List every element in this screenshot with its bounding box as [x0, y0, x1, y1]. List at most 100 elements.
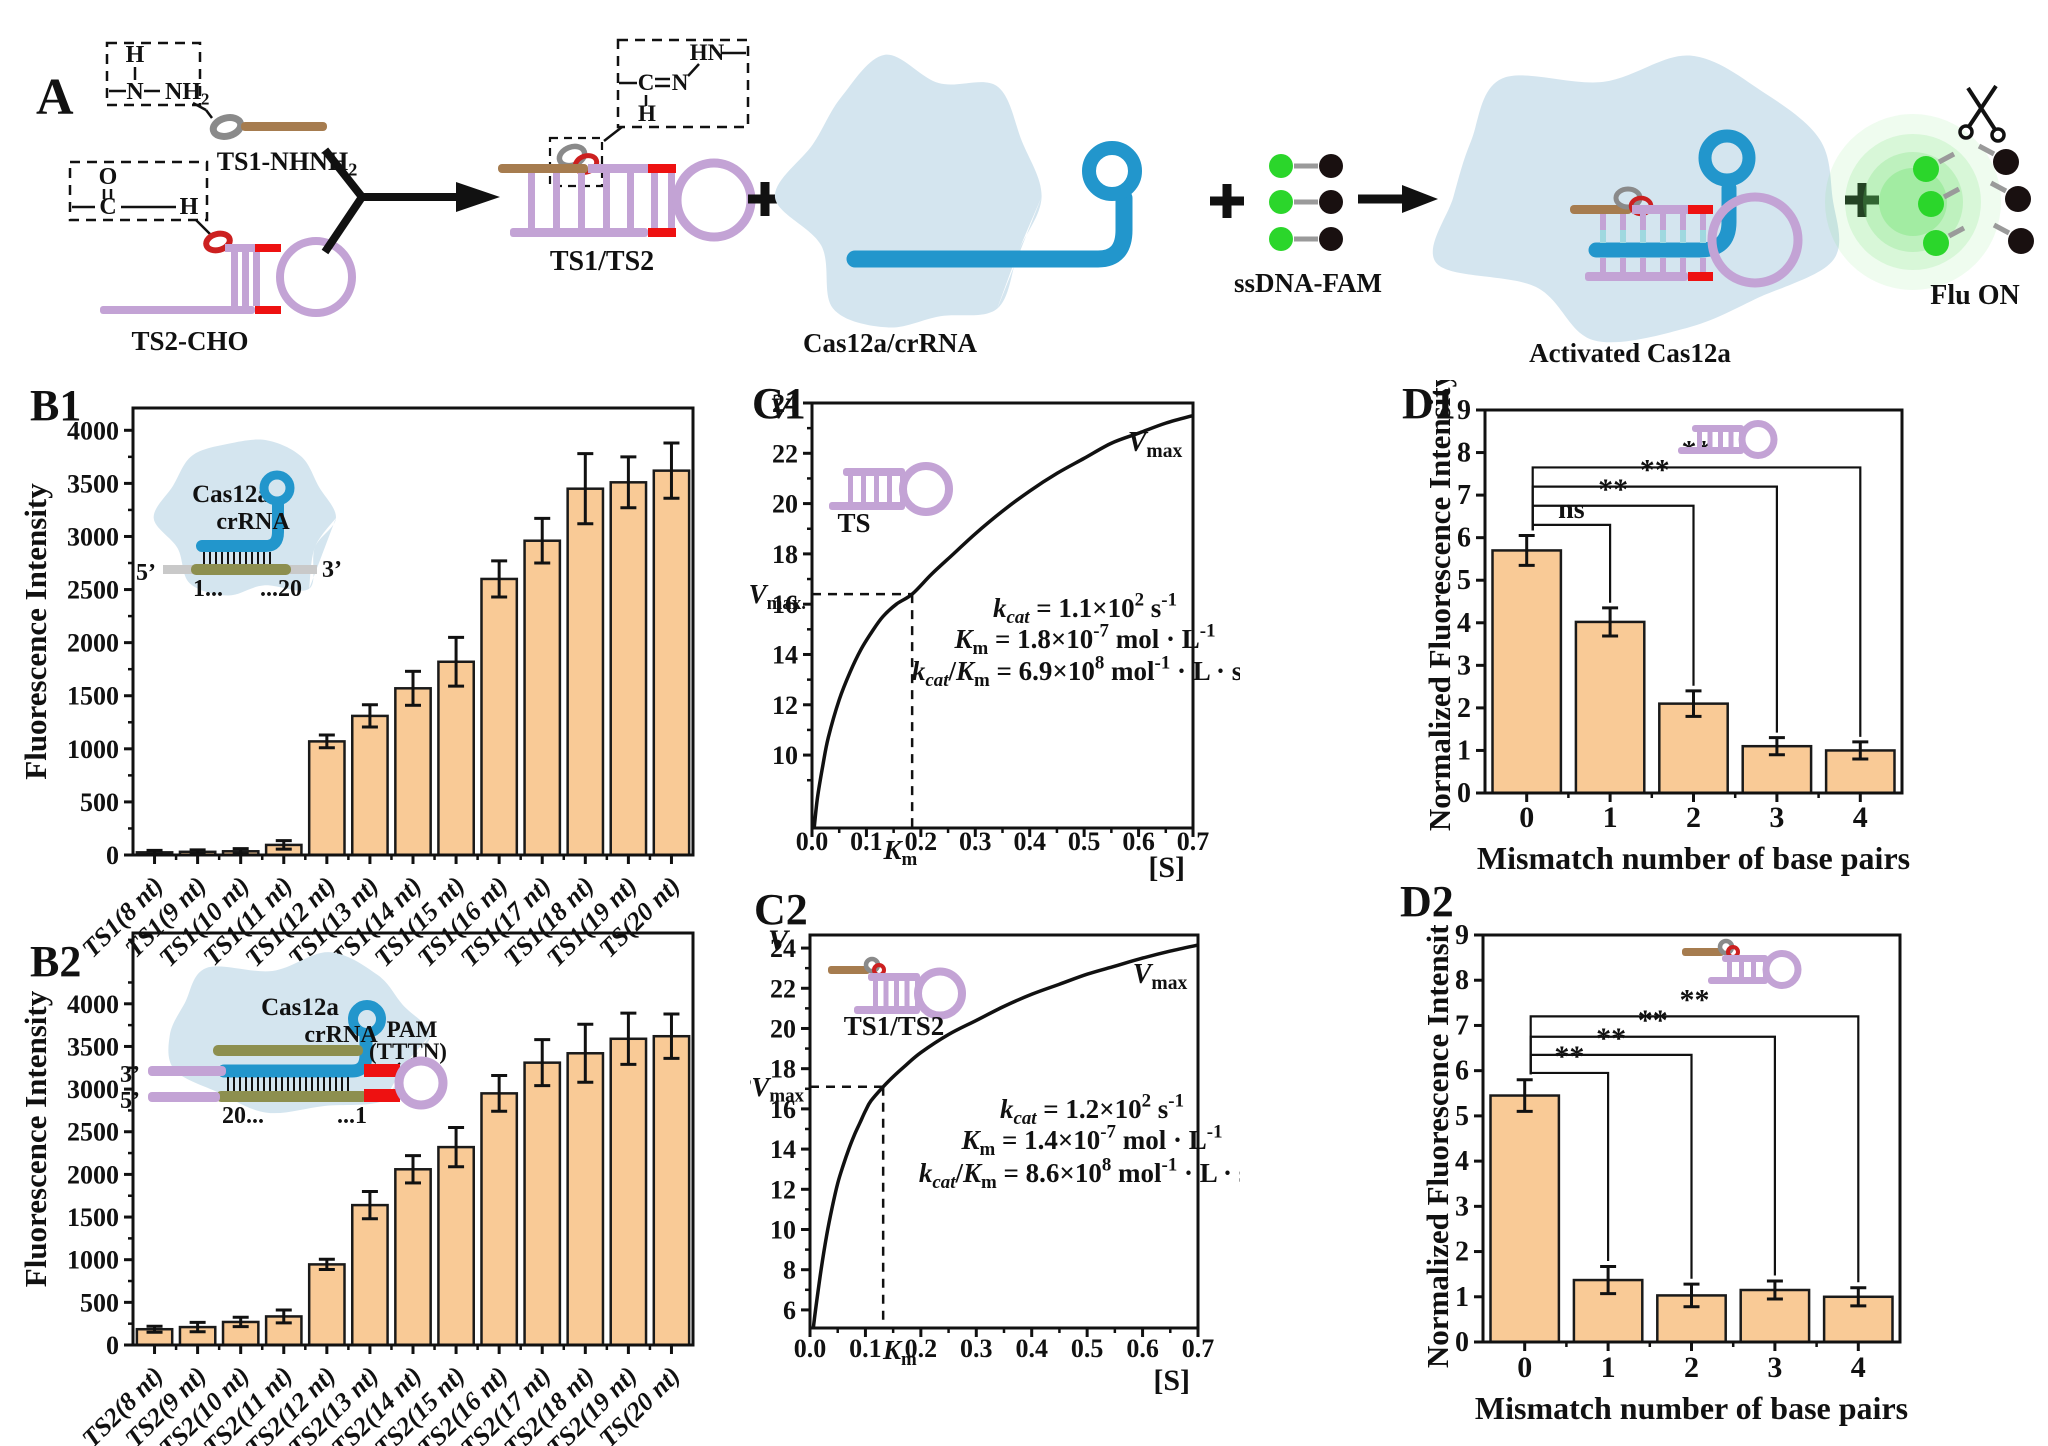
y-tick-label: 18 [772, 540, 798, 569]
y-tick-label: 6 [783, 1296, 796, 1325]
sig-label: ** [1640, 454, 1670, 487]
inset-pos-end: ...20 [260, 576, 302, 602]
bar-TS1(19 nt) [609, 481, 648, 857]
atom-nh2: NH2 [165, 79, 209, 108]
inset-pos-end: ...1 [337, 1103, 367, 1129]
x-tick-label: 0.3 [960, 1334, 993, 1363]
plus-icon [1210, 184, 1244, 218]
y-tick-label: 22 [770, 974, 796, 1003]
y-tick-label: 9 [1457, 395, 1471, 426]
equation-line-3: kcat/Km = 6.9×108 mol-1 · L · s-1 [912, 653, 1240, 691]
ts2-red-loop [203, 230, 233, 254]
inset-5prime: 5’ [120, 1088, 140, 1114]
bar-3 [1739, 1288, 1811, 1344]
equation-line-2: Km = 1.4×10-7 mol · L-1 [960, 1122, 1222, 1160]
x-cat-label: 4 [1853, 801, 1868, 834]
y-tick-label: 6 [1455, 1056, 1469, 1087]
kinetic-equations: kcat = 1.1×102 s-1Km = 1.8×10-7 mol · L-… [912, 590, 1240, 691]
ts1-ts2-hairpin-icon [1682, 938, 1802, 989]
bar-TS(20 nt) [652, 469, 691, 857]
half-vmax-label: 1/2Vmax. [750, 579, 806, 614]
ts2-hairpin [100, 237, 356, 317]
bar-TS2(14 nt) [394, 1168, 432, 1347]
y-tick-label: 8 [1457, 438, 1471, 469]
y-tick-label: 3000 [67, 522, 119, 551]
x-cat-label: 0 [1519, 801, 1534, 834]
y-tick-label: 1000 [67, 735, 119, 764]
crrna-icon [846, 141, 1142, 268]
x-tick-label: 0.7 [1177, 827, 1210, 856]
y-tick-label: 3 [1457, 650, 1471, 681]
y-tick-label: 2000 [67, 629, 119, 658]
s-axis-label: [S] [1153, 1364, 1190, 1397]
x-tick-label: 0.6 [1122, 827, 1155, 856]
ssdna-fam-label: ssDNA-FAM [1234, 268, 1382, 298]
atom-h: H [126, 42, 145, 68]
panel-c1-line-chart: 10 12 14 16 18 20 22 24 0.0 0.1 0.2 0.3 0.4 0.5 0.6 0.7… [750, 389, 1240, 884]
bar-0 [1489, 1094, 1561, 1344]
reaction-arrow-icon [321, 147, 500, 255]
y-tick-label: 10 [770, 1215, 796, 1244]
atom-o: O [99, 164, 118, 190]
atom-c: C [99, 194, 116, 220]
bar-TS2(16 nt) [480, 1092, 519, 1347]
bar-TS2(17 nt) [523, 1061, 562, 1347]
atom-n3: N [672, 70, 689, 95]
y-axis-title: Fluorescence Intensity [18, 483, 53, 780]
y-axis-title: Fluorescence Intensity [18, 990, 53, 1287]
sig-label: ** [1554, 1040, 1584, 1073]
sig-label: ns [1558, 494, 1585, 525]
ts-hairpin-icon [1678, 420, 1778, 459]
x-cat-label: 0 [1517, 1351, 1532, 1384]
vmax-label: Vmax [1133, 959, 1188, 994]
y-tick-label: 1500 [67, 1203, 119, 1232]
inset-pam-tttn: (TTTN) [369, 1039, 447, 1064]
bar-TS(20 nt) [652, 1034, 691, 1347]
y-tick-label: 500 [80, 1288, 119, 1317]
panel-label-a: A [36, 69, 74, 126]
s-axis-label: [S] [1148, 851, 1185, 884]
y-tick-label: 2 [1457, 693, 1471, 724]
bars-group [135, 1011, 691, 1347]
equation-line-3: kcat/Km = 8.6×108 mol-1 · L · s-1 [919, 1155, 1240, 1193]
y-tick-label: 16 [770, 1095, 796, 1124]
equation-line-1: kcat = 1.1×102 s-1 [993, 590, 1177, 628]
x-tick-label: 0.2 [905, 1334, 938, 1363]
v-axis-letter: V [768, 925, 791, 957]
y-tick-label: 20 [770, 1014, 796, 1043]
bar-TS1(16 nt) [480, 577, 519, 857]
x-tick-label: 0.1 [850, 827, 883, 856]
ts1ts2-label: TS1/TS2 [550, 246, 654, 277]
ssdna-fam-icons [1269, 154, 1343, 251]
bar-TS1(13 nt) [351, 714, 389, 857]
bar-TS2(18 nt) [566, 1052, 605, 1347]
inset-crrna-label: crRNA [304, 1022, 378, 1048]
x-tick-label: 0.4 [1015, 1334, 1048, 1363]
y-tick-label: 5 [1455, 1101, 1469, 1132]
x-tick-label: 0.0 [796, 827, 829, 856]
michaelis-menten-curve [811, 943, 1199, 1329]
y-tick-label: 7 [1457, 480, 1471, 511]
inset-pos-start: 20... [222, 1103, 264, 1129]
y-tick-label: 24 [772, 389, 798, 418]
x-cat-label: 3 [1769, 801, 1784, 834]
inset-3prime: 3’ [120, 1062, 140, 1088]
y-axis: 6 8 10 12 14 16 18 20 22 24 [770, 934, 810, 1325]
y-tick-label: 500 [80, 788, 119, 817]
sig-label: ** [1680, 983, 1710, 1016]
ts1-strand [241, 122, 327, 131]
bar-TS2(15 nt) [437, 1145, 475, 1347]
y-tick-label: 0 [106, 841, 119, 870]
x-axis: 0.0 0.1 0.2 0.3 0.4 0.5 0.6 0.7 [794, 1328, 1214, 1363]
cas12a-crrna-blob [774, 54, 1042, 328]
sig-label: ** [1598, 473, 1628, 506]
km-guide-lines [810, 1085, 885, 1328]
ts-hairpin-icon [829, 462, 953, 516]
v-axis-letter: V [770, 392, 793, 425]
bar-TS1(18 nt) [566, 487, 605, 857]
y-tick-label: 9 [1455, 925, 1469, 951]
y-axis-title: Normalized Fluorescence Intensity [1422, 380, 1457, 831]
